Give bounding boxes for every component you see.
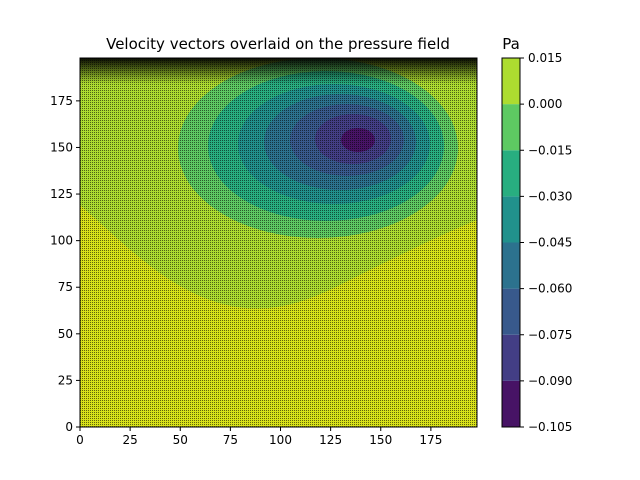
colorbar-segment: [502, 150, 520, 197]
colorbar-tick-label: −0.075: [528, 328, 572, 342]
colorbar-ticks: −0.105 −0.090 −0.075 −0.060 −0.045 −0.030 −0.0…: [520, 51, 572, 434]
y-tick-label: 50: [58, 327, 73, 341]
y-tick-label: 150: [50, 140, 73, 154]
x-tick-label: 175: [419, 433, 442, 447]
x-tick-label: 25: [122, 433, 137, 447]
y-tick-label: 175: [50, 94, 73, 108]
x-tick-label: 0: [76, 433, 84, 447]
colorbar-label: Pa: [502, 35, 520, 53]
velocity-vectors: [80, 58, 477, 427]
x-tick-label: 50: [173, 433, 188, 447]
lid-velocity-band: [80, 58, 477, 84]
x-tick-label: 75: [223, 433, 238, 447]
colorbar-tick-label: −0.045: [528, 236, 572, 250]
x-tick-label: 150: [369, 433, 392, 447]
colorbar-segment: [502, 380, 520, 427]
colorbar-segment: [502, 58, 520, 105]
colorbar: [502, 58, 520, 427]
x-tick-label: 100: [269, 433, 292, 447]
y-tick-label: 125: [50, 187, 73, 201]
colorbar-segment: [502, 104, 520, 151]
colorbar-segment: [502, 334, 520, 381]
y-tick-label: 100: [50, 234, 73, 248]
chart-title: Velocity vectors overlaid on the pressur…: [106, 35, 450, 53]
plot-area: [80, 58, 477, 427]
colorbar-tick-label: 0.015: [528, 51, 562, 65]
colorbar-tick-label: −0.015: [528, 143, 572, 157]
y-tick-label: 75: [58, 280, 73, 294]
colorbar-tick-label: −0.105: [528, 420, 572, 434]
x-axis-ticks: 0 25 50 75 100 125 150 175: [76, 427, 442, 447]
plot-frame: [79, 57, 478, 428]
colorbar-tick-label: −0.090: [528, 374, 572, 388]
x-tick-label: 125: [319, 433, 342, 447]
colorbar-tick-label: 0.000: [528, 97, 562, 111]
colorbar-segment: [502, 288, 520, 335]
colorbar-segment: [502, 196, 520, 243]
y-axis-ticks: 0 25 50 75 100 125 150 175: [50, 94, 80, 434]
y-tick-label: 25: [58, 373, 73, 387]
colorbar-tick-label: −0.060: [528, 282, 572, 296]
colorbar-tick-label: −0.030: [528, 189, 572, 203]
y-tick-label: 0: [65, 420, 73, 434]
colorbar-segment: [502, 242, 520, 289]
